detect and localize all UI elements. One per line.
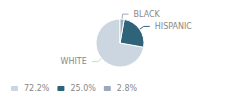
svg-text:72.2%: 72.2% <box>24 84 50 93</box>
svg-text:WHITE: WHITE <box>61 57 87 66</box>
svg-text:HISPANIC: HISPANIC <box>155 22 193 31</box>
svg-text:BLACK: BLACK <box>134 10 161 19</box>
svg-text:2.8%: 2.8% <box>117 84 138 93</box>
svg-text:25.0%: 25.0% <box>70 84 96 93</box>
